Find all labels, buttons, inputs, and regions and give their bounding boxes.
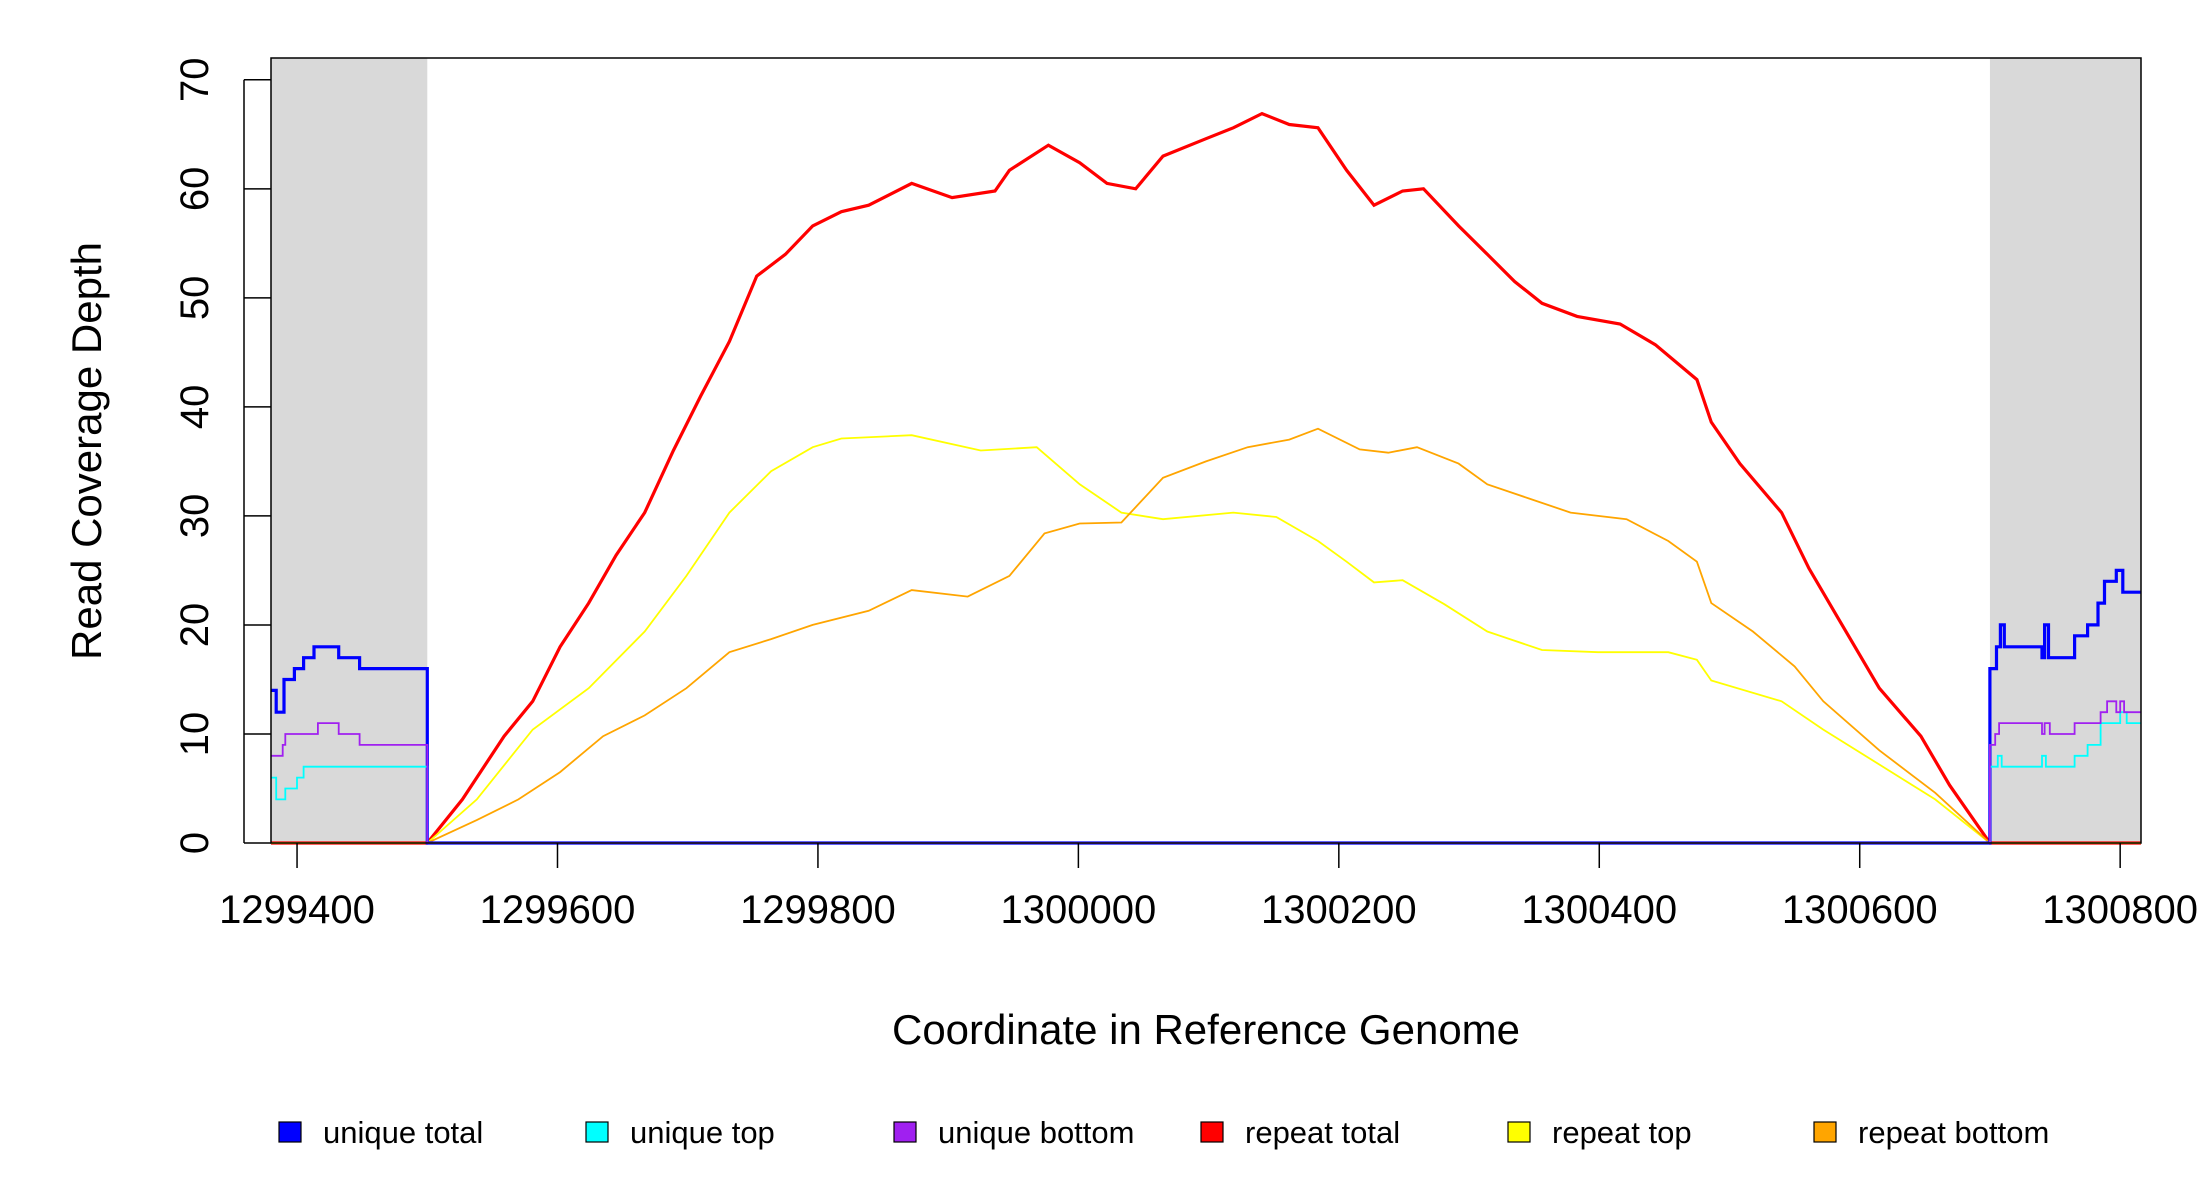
- y-axis: 0 10 20 30 40 50 60 70: [173, 58, 271, 854]
- legend-swatch: [893, 1121, 917, 1143]
- x-tick-label: 1300000: [1001, 888, 1157, 932]
- y-tick-label: 20: [173, 603, 217, 648]
- y-tick-label: 50: [173, 276, 217, 321]
- x-tick-label: 1300600: [1782, 888, 1938, 932]
- x-tick-label: 1300200: [1261, 888, 1417, 932]
- legend-label: unique bottom: [938, 1115, 1134, 1150]
- y-tick-label: 10: [173, 712, 217, 757]
- y-tick-label: 30: [173, 494, 217, 539]
- legend-swatch: [585, 1121, 609, 1143]
- x-tick-label: 1299800: [740, 888, 896, 932]
- series-line-repeat-top: [271, 434, 2141, 844]
- y-tick-label: 70: [173, 58, 217, 103]
- legend-label: repeat top: [1552, 1115, 1692, 1150]
- x-axis-title: Coordinate in Reference Genome: [892, 1006, 1520, 1053]
- legend-swatch: [278, 1121, 302, 1143]
- series-line-unique-bottom: [271, 700, 2141, 844]
- legend-label: repeat bottom: [1858, 1115, 2049, 1150]
- x-axis: 1299400 1299600 1299800 1300000 1300200 13004…: [219, 843, 2198, 932]
- shaded-regions: [271, 58, 2141, 843]
- x-tick-label: 1299600: [480, 888, 636, 932]
- x-tick-label: 1300800: [2042, 888, 2198, 932]
- series-line-unique-total: [271, 568, 2141, 845]
- y-tick-label: 40: [173, 385, 217, 430]
- legend-label: unique total: [323, 1115, 483, 1150]
- shaded-region: [1989, 58, 2141, 843]
- x-tick-label: 1300400: [1521, 888, 1677, 932]
- series-line-repeat-total: [271, 111, 2141, 845]
- legend-swatch: [1813, 1121, 1837, 1143]
- y-tick-label: 60: [173, 167, 217, 212]
- series-line-repeat-bottom: [271, 427, 2141, 844]
- legend-swatch: [1507, 1121, 1531, 1143]
- legend: unique total unique top unique bottom repea…: [278, 1115, 2049, 1150]
- series-lines: [271, 111, 2141, 845]
- legend-label: repeat total: [1245, 1115, 1400, 1150]
- legend-label: unique top: [630, 1115, 775, 1150]
- x-tick-label: 1299400: [219, 888, 375, 932]
- legend-swatch: [1200, 1121, 1224, 1143]
- shaded-region: [271, 58, 428, 843]
- series-line-unique-top: [271, 711, 2141, 844]
- y-tick-label: 0: [173, 832, 217, 854]
- y-axis-title: Read Coverage Depth: [63, 242, 110, 660]
- plot-frame: [270, 57, 2142, 844]
